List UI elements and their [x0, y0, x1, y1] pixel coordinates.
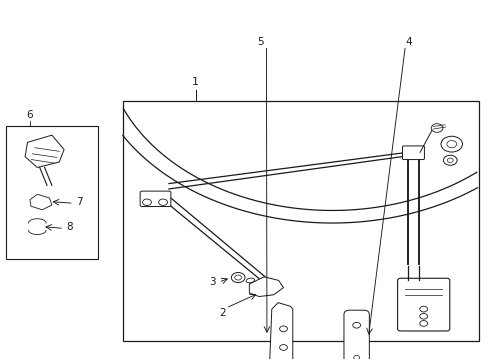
Circle shape — [443, 155, 456, 165]
Polygon shape — [25, 135, 64, 167]
Polygon shape — [249, 277, 283, 297]
Polygon shape — [269, 303, 292, 360]
Circle shape — [352, 322, 360, 328]
Text: 1: 1 — [192, 77, 199, 87]
Text: 4: 4 — [405, 37, 411, 47]
Text: 7: 7 — [76, 197, 83, 207]
Bar — [5, 126, 98, 259]
Circle shape — [419, 314, 427, 319]
Circle shape — [158, 199, 167, 206]
Circle shape — [419, 320, 427, 326]
Circle shape — [279, 326, 287, 332]
Ellipse shape — [245, 278, 254, 283]
Circle shape — [446, 140, 456, 148]
Circle shape — [279, 345, 287, 350]
Bar — [122, 101, 478, 341]
Text: 2: 2 — [219, 308, 225, 318]
Text: 5: 5 — [257, 37, 264, 47]
Text: 8: 8 — [66, 222, 73, 231]
FancyBboxPatch shape — [397, 278, 449, 331]
FancyBboxPatch shape — [343, 310, 368, 360]
Text: 3: 3 — [209, 277, 216, 287]
Text: 6: 6 — [26, 111, 33, 121]
Circle shape — [231, 273, 244, 283]
Circle shape — [353, 355, 359, 360]
Circle shape — [440, 136, 462, 152]
Circle shape — [142, 199, 151, 206]
Circle shape — [447, 158, 452, 162]
Circle shape — [430, 124, 442, 132]
FancyBboxPatch shape — [402, 146, 424, 159]
Circle shape — [419, 306, 427, 312]
FancyBboxPatch shape — [140, 191, 170, 207]
Circle shape — [234, 275, 241, 280]
Polygon shape — [30, 194, 52, 210]
